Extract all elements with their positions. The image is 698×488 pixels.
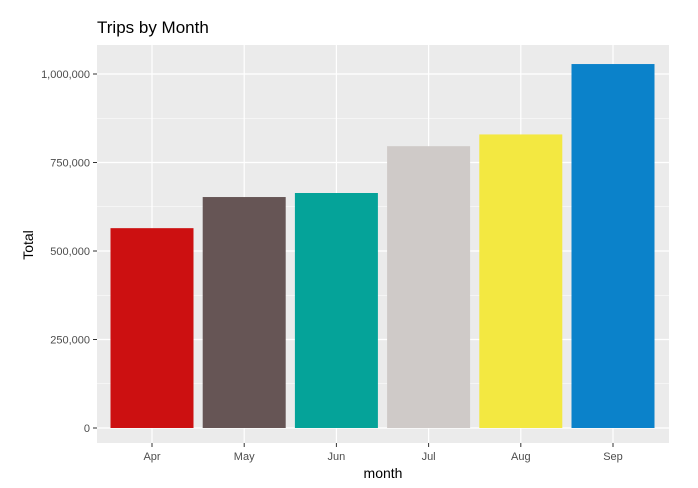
chart-title: Trips by Month: [97, 18, 209, 37]
x-tick-label: Sep: [603, 451, 623, 463]
x-tick-label: Apr: [143, 451, 160, 463]
x-axis-title: month: [363, 465, 403, 481]
bar-apr: [110, 228, 194, 428]
y-tick-label: 1,000,000: [41, 69, 90, 81]
bar-jul: [387, 146, 471, 429]
x-tick-label: Aug: [511, 451, 531, 463]
y-tick-label: 0: [84, 423, 90, 435]
y-tick-label: 500,000: [50, 246, 90, 258]
bar-may: [202, 197, 286, 428]
y-tick-label: 250,000: [50, 335, 90, 347]
bar-sep: [571, 64, 655, 428]
x-tick-label: Jun: [328, 451, 346, 463]
bar-jun: [294, 192, 378, 428]
x-tick-label: Jul: [422, 451, 436, 463]
y-tick-label: 750,000: [50, 158, 90, 170]
x-tick-label: May: [234, 451, 255, 463]
bar-aug: [479, 134, 563, 428]
